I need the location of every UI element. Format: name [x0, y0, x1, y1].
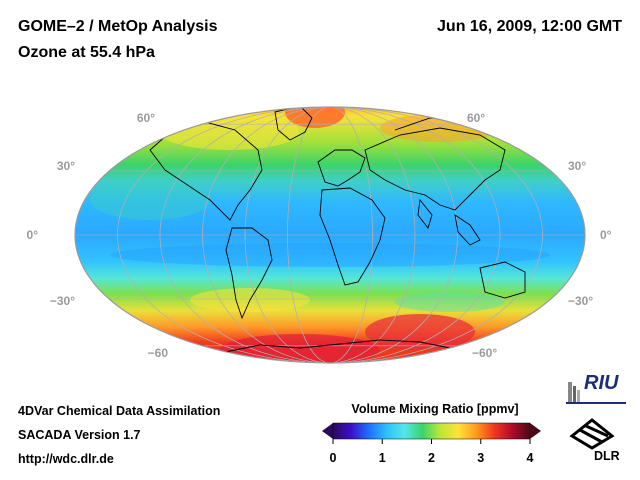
- colorbar-title: Volume Mixing Ratio [ppmv]: [351, 402, 519, 416]
- colorbar-max-arrow: [530, 423, 541, 439]
- colorbar-tick-label: 3: [477, 451, 484, 465]
- dlr-logo-text: DLR: [594, 449, 620, 463]
- footer-line-1: 4DVar Chemical Data Assimilation: [18, 404, 221, 418]
- lat-label-left-30: 30°: [57, 159, 75, 173]
- colorbar-tick-label: 0: [330, 451, 337, 465]
- lat-label-right-0: 0°: [600, 228, 612, 242]
- colorbar-min-arrow: [322, 423, 333, 439]
- lat-label-right-30: 30°: [568, 159, 586, 173]
- ozone-map: 60° 30° 0° −30° −60 60° 30° 0° −30° −60°: [27, 106, 612, 364]
- analysis-datetime: Jun 16, 2009, 12:00 GMT: [437, 18, 622, 35]
- lat-label-right-60: 60°: [467, 111, 485, 125]
- graticule: [75, 107, 585, 363]
- lat-label-left-0: 0°: [27, 228, 39, 242]
- lat-label-left-minus30: −30°: [50, 294, 75, 308]
- lat-label-left-minus60: −60: [148, 346, 169, 360]
- title-line-1: GOME–2 / MetOp Analysis: [18, 18, 218, 35]
- map-outline: [74, 106, 586, 364]
- colorbar-tick-label: 1: [379, 451, 386, 465]
- footer-line-2: SACADA Version 1.7: [18, 428, 141, 442]
- colorbar-ticks: 0 1 2 3 4: [330, 439, 534, 465]
- colorbar-tick-label: 2: [428, 451, 435, 465]
- lat-label-right-minus60: −60°: [472, 346, 497, 360]
- footer-url[interactable]: http://wdc.dlr.de: [18, 452, 114, 466]
- lat-label-left-60: 60°: [137, 111, 155, 125]
- lat-label-right-minus30: −30°: [568, 294, 593, 308]
- title-line-2: Ozone at 55.4 hPa: [18, 44, 155, 61]
- dlr-logo: [569, 418, 615, 450]
- colorbar-tick-label: 4: [527, 451, 534, 465]
- ozone-field: [75, 107, 585, 363]
- riu-logo: [566, 382, 626, 404]
- colorbar-scale: [332, 422, 531, 440]
- riu-logo-text: RIU: [584, 372, 619, 394]
